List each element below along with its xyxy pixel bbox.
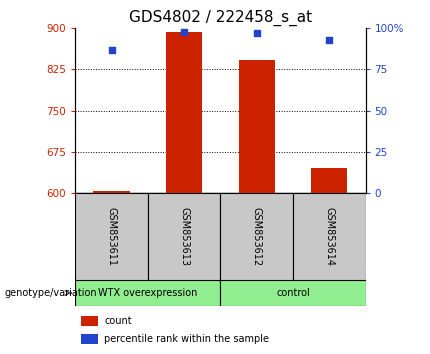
Point [253, 30, 260, 36]
Bar [221, 280, 366, 306]
Bar [293, 193, 366, 280]
Text: WTX overexpression: WTX overexpression [98, 288, 197, 298]
Bar [221, 193, 293, 280]
Text: GSM853614: GSM853614 [324, 207, 334, 266]
Point [181, 29, 187, 34]
Text: genotype/variation: genotype/variation [4, 288, 97, 298]
Bar [239, 59, 275, 193]
Text: percentile rank within the sample: percentile rank within the sample [104, 334, 269, 344]
Bar [93, 191, 130, 193]
Bar [81, 316, 98, 326]
Text: GSM853611: GSM853611 [107, 207, 117, 266]
Text: GSM853613: GSM853613 [179, 207, 189, 266]
Bar [166, 32, 202, 193]
Text: count: count [104, 316, 132, 326]
Text: GSM853612: GSM853612 [252, 207, 262, 266]
Bar [81, 334, 98, 344]
Bar [311, 168, 347, 193]
Text: control: control [276, 288, 310, 298]
Bar [75, 193, 148, 280]
Point [108, 47, 115, 52]
Bar [148, 193, 220, 280]
Point [326, 37, 333, 43]
Bar [75, 280, 221, 306]
Title: GDS4802 / 222458_s_at: GDS4802 / 222458_s_at [129, 9, 312, 25]
